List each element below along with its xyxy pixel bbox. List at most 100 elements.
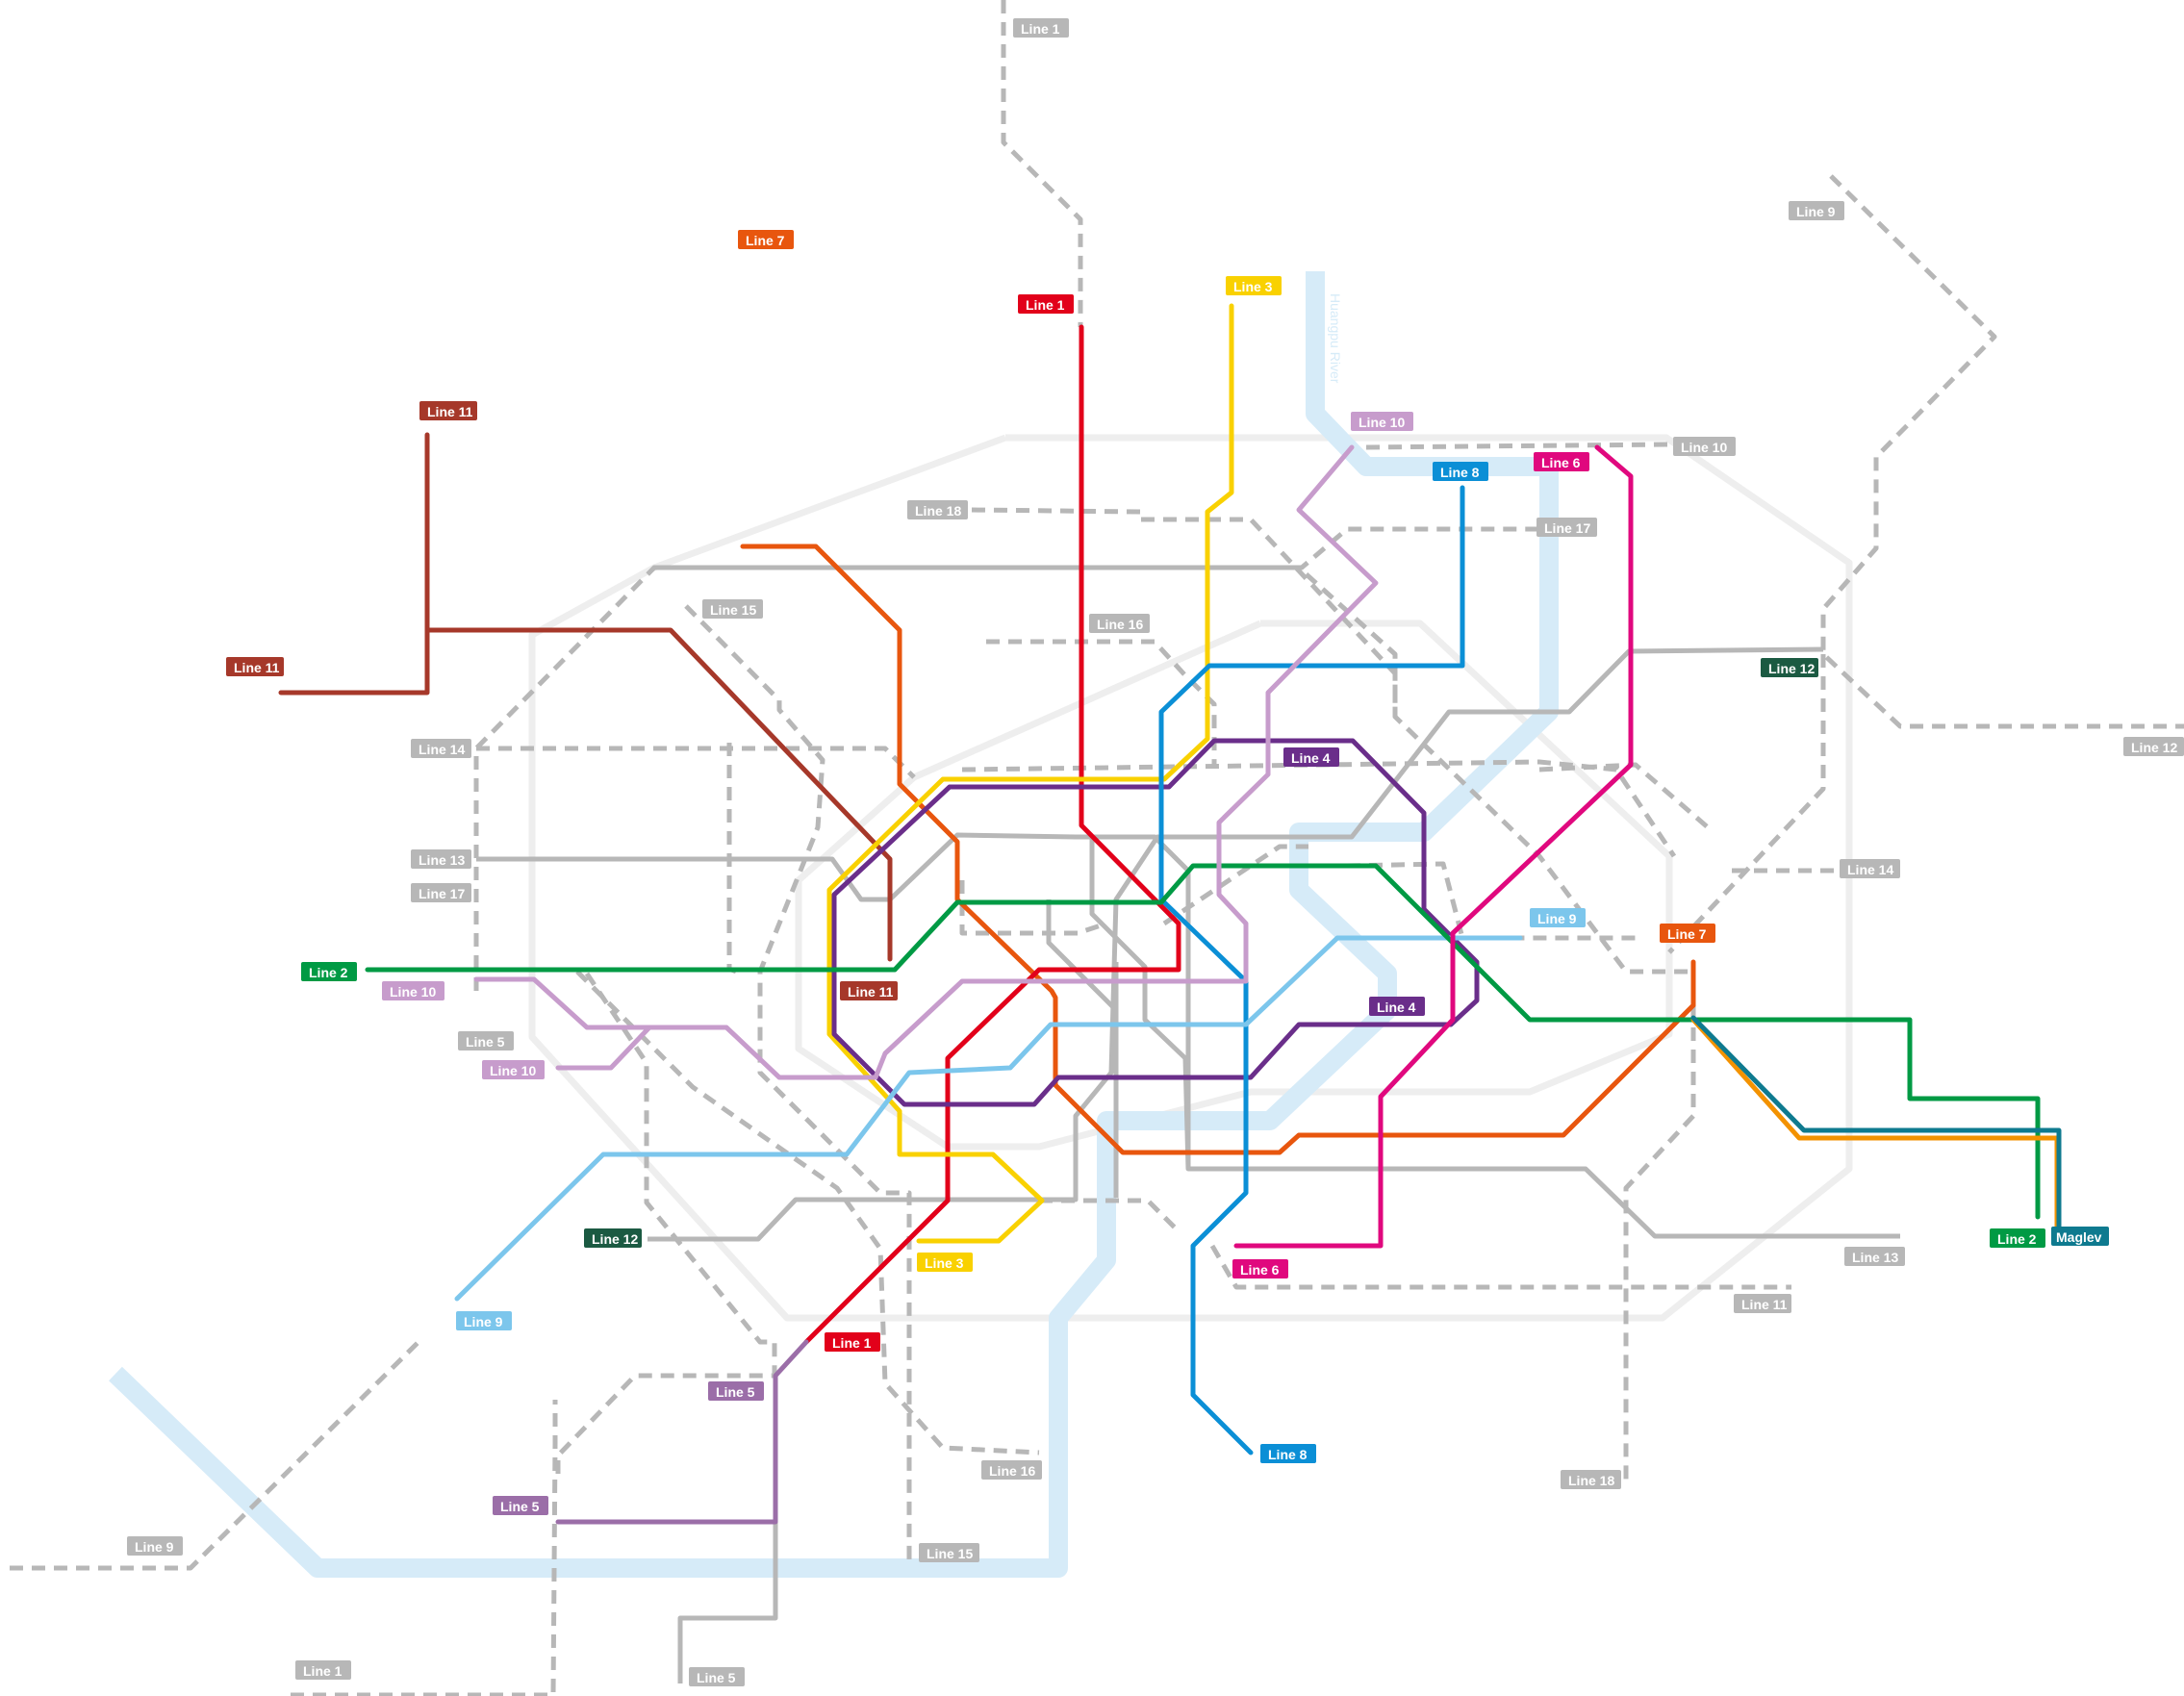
line-center-grey3 — [1046, 899, 1118, 1012]
label-text: Line 11 — [1741, 1297, 1788, 1312]
label-text: Line 13 — [419, 852, 465, 868]
line11 — [278, 627, 893, 962]
label-line15-north: Line 15 — [702, 599, 763, 619]
line5-extension — [555, 972, 777, 1481]
label-text: Line 18 — [915, 503, 961, 519]
label-line12-west: Line 12 — [584, 1228, 642, 1248]
label-text: Line 7 — [746, 233, 785, 248]
label-text: Line 10 — [490, 1063, 536, 1078]
line6 — [1233, 444, 1634, 1249]
line14 — [476, 746, 916, 779]
line14-west — [473, 565, 1689, 991]
line1-north-extension — [1001, 0, 1083, 327]
outer-ring-road — [528, 434, 1853, 1322]
label-line16-south: Line 16 — [981, 1460, 1042, 1480]
label-text: Line 5 — [716, 1384, 755, 1400]
label-text: Line 17 — [419, 886, 465, 901]
line7 — [740, 544, 1696, 1155]
label-text: Line 11 — [234, 660, 280, 675]
label-line14-east: Line 14 — [1840, 859, 1900, 878]
label-line17-east: Line 17 — [1536, 518, 1597, 537]
label-text: Line 3 — [925, 1255, 964, 1271]
inner-ring-road — [795, 620, 1673, 1151]
label-line5-south: Line 5 — [689, 1667, 745, 1686]
label-line17-west: Line 17 — [411, 883, 471, 902]
label-text: Line 18 — [1568, 1473, 1614, 1488]
colored-lines — [278, 303, 2106, 1525]
label-line6-north: Line 6 — [1534, 452, 1589, 471]
line-south-dash — [1039, 1198, 1181, 1233]
label-text: Line 8 — [1440, 465, 1480, 480]
line10-extension — [1365, 442, 1668, 450]
line17 — [654, 526, 1539, 570]
label-line1-sw: Line 1 — [295, 1660, 351, 1680]
line13-east — [1538, 762, 1710, 829]
line8 — [1158, 485, 1465, 1456]
label-line2-west: Line 2 — [301, 962, 357, 981]
label-text: Line 11 — [848, 984, 894, 1000]
label-text: Line 1 — [832, 1335, 872, 1351]
label-text: Line 2 — [309, 965, 348, 980]
label-line4-north: Line 4 — [1283, 747, 1339, 767]
label-text: Line 11 — [427, 404, 473, 419]
label-line8-north: Line 8 — [1433, 462, 1488, 481]
label-text: Line 13 — [1852, 1250, 1898, 1265]
label-line5-sw: Line 5 — [493, 1496, 548, 1515]
label-text: Line 5 — [500, 1499, 540, 1514]
label-text: Maglev — [2056, 1229, 2102, 1245]
label-line5-mid: Line 5 — [708, 1381, 764, 1401]
label-text: Line 8 — [1268, 1447, 1308, 1462]
label-text: Line 6 — [1240, 1262, 1280, 1278]
planned-lines — [10, 0, 2184, 1696]
label-line5-west: Line 5 — [458, 1031, 514, 1051]
line9 — [454, 935, 1523, 1302]
label-line9-far-sw: Line 9 — [127, 1536, 183, 1556]
label-text: Line 12 — [1768, 661, 1815, 676]
line18-south — [1623, 1005, 1696, 1486]
label-text: Line 5 — [697, 1670, 736, 1685]
label-text: Line 9 — [1537, 911, 1577, 926]
line10 — [473, 444, 1379, 1080]
label-text: Line 16 — [1097, 617, 1143, 632]
line-west-dash — [961, 759, 1677, 858]
line13 — [476, 832, 1900, 1239]
label-line10-ne: Line 10 — [1673, 437, 1736, 456]
line9-northeast — [1820, 174, 2184, 729]
line-central-planned — [1162, 844, 1308, 926]
label-line13-east: Line 13 — [1844, 1247, 1905, 1266]
label-line1-south: Line 1 — [825, 1332, 880, 1352]
label-line1-top: Line 1 — [1013, 18, 1069, 38]
label-line10-sw: Line 10 — [482, 1060, 545, 1079]
line10-south — [555, 1025, 652, 1071]
label-line11-west: Line 11 — [226, 657, 284, 676]
label-text: Line 14 — [1847, 862, 1893, 877]
label-text: Line 5 — [466, 1034, 505, 1050]
label-text: Line 9 — [135, 1539, 174, 1555]
label-text: Line 1 — [1026, 297, 1065, 313]
label-text: Line 6 — [1541, 455, 1581, 470]
label-text: Line 15 — [927, 1546, 973, 1561]
label-line18-north: Line 18 — [907, 500, 968, 519]
label-text: Line 4 — [1377, 1000, 1416, 1015]
label-text: Line 17 — [1544, 520, 1590, 536]
label-text: Line 10 — [390, 984, 436, 1000]
label-text: Line 7 — [1667, 926, 1707, 942]
label-line7-north: Line 7 — [738, 230, 794, 249]
label-text: Line 1 — [1021, 21, 1060, 37]
label-line7-east: Line 7 — [1660, 924, 1715, 943]
line11-extension — [1209, 1244, 1791, 1290]
line5 — [677, 1385, 778, 1683]
label-line9-ne: Line 9 — [1789, 201, 1844, 220]
label-text: Line 1 — [303, 1663, 343, 1679]
line-labels: Line 1 Line 1 Line 1 Line 1 Line 2 Line … — [127, 18, 2184, 1686]
label-text: Line 16 — [989, 1463, 1035, 1479]
label-line18-south: Line 18 — [1561, 1470, 1621, 1489]
label-line9-sw: Line 9 — [456, 1311, 512, 1330]
label-line14-west: Line 14 — [411, 739, 471, 758]
label-text: Line 9 — [464, 1314, 503, 1329]
label-line10-north: Line 10 — [1351, 412, 1413, 431]
label-line1-north: Line 1 — [1018, 294, 1074, 314]
label-line6-south: Line 6 — [1232, 1259, 1288, 1278]
label-line2-east: Line 2 — [1990, 1228, 2045, 1248]
